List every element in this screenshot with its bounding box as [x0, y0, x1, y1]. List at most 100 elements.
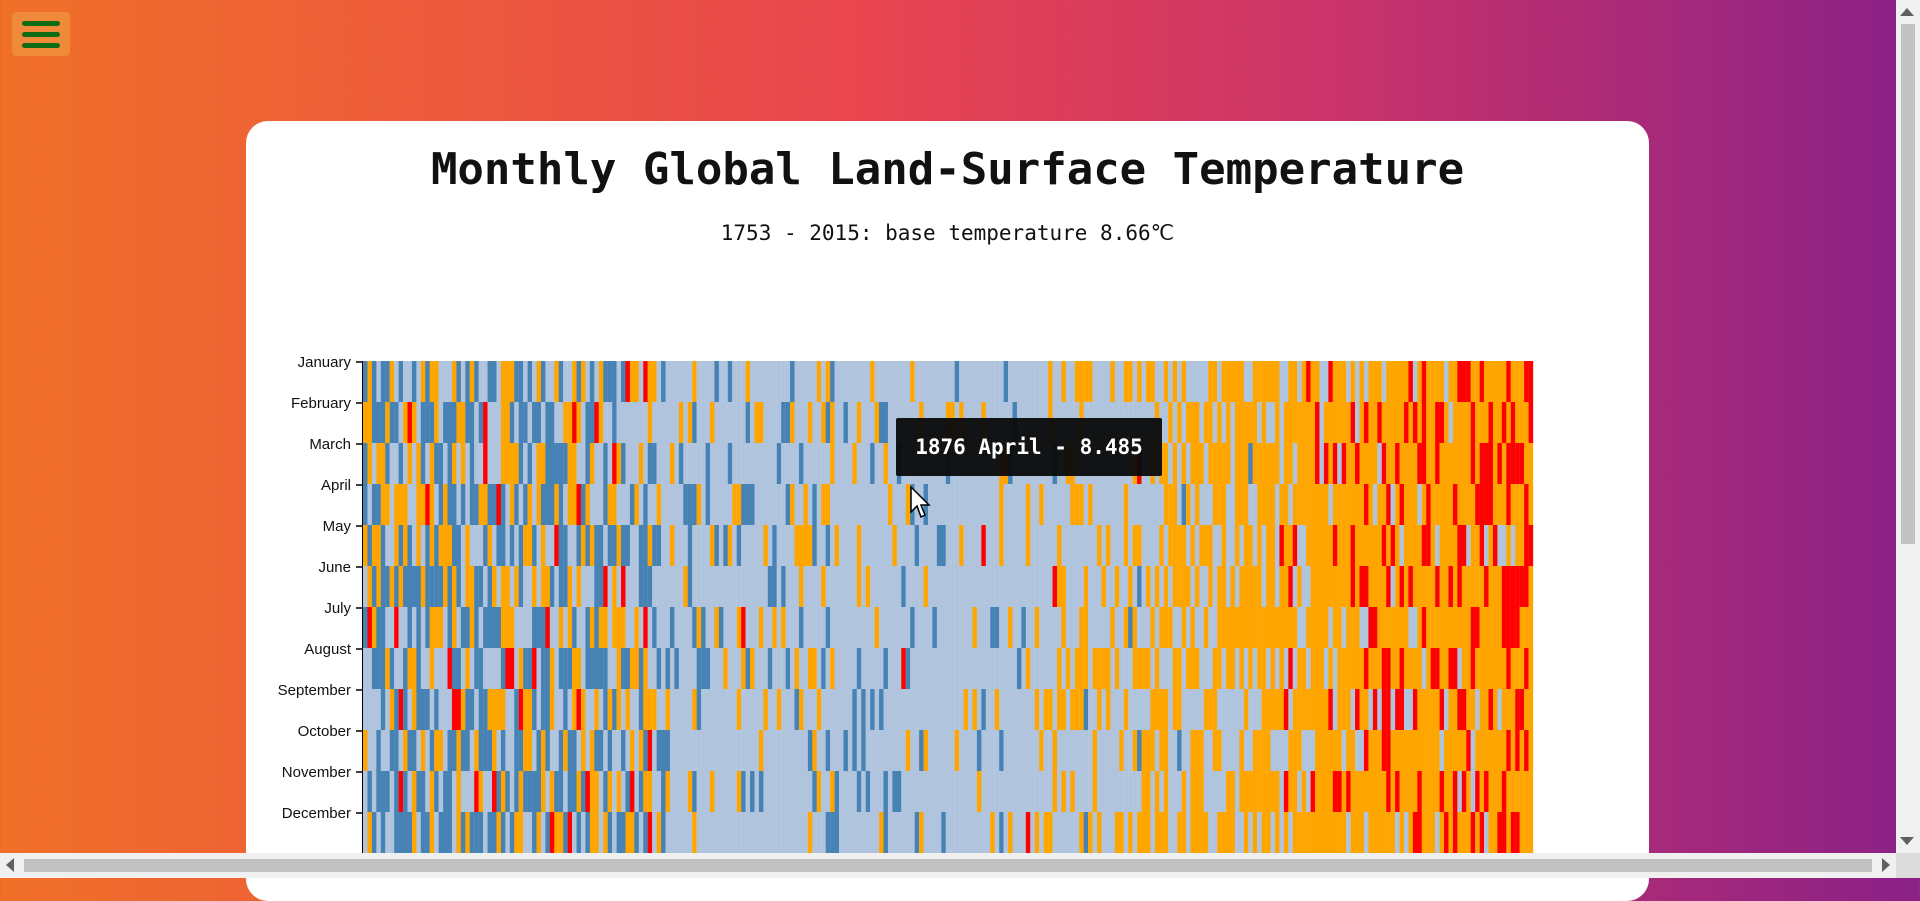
- heatmap-cell[interactable]: [772, 812, 777, 853]
- heatmap-cell[interactable]: [434, 607, 439, 648]
- heatmap-cell[interactable]: [1243, 566, 1249, 607]
- heatmap-cell[interactable]: [1332, 525, 1338, 566]
- heatmap-cell[interactable]: [629, 771, 635, 812]
- heatmap-cell[interactable]: [643, 689, 648, 730]
- heatmap-cell[interactable]: [843, 402, 849, 443]
- heatmap-cell[interactable]: [496, 771, 502, 812]
- heatmap-cell[interactable]: [870, 607, 875, 648]
- heatmap-cell[interactable]: [1372, 402, 1378, 443]
- heatmap-cell[interactable]: [1252, 607, 1258, 648]
- heatmap-cell[interactable]: [500, 443, 506, 484]
- heatmap-cell[interactable]: [1301, 566, 1307, 607]
- heatmap-cell[interactable]: [945, 771, 951, 812]
- heatmap-cell[interactable]: [621, 730, 626, 771]
- heatmap-cell[interactable]: [380, 443, 386, 484]
- heatmap-cell[interactable]: [1421, 484, 1427, 525]
- heatmap-cell[interactable]: [1332, 607, 1338, 648]
- heatmap-cell[interactable]: [1003, 525, 1009, 566]
- heatmap-cell[interactable]: [696, 607, 702, 648]
- heatmap-cell[interactable]: [1186, 771, 1191, 812]
- heatmap-cell[interactable]: [576, 402, 582, 443]
- heatmap-cell[interactable]: [678, 566, 684, 607]
- heatmap-cell[interactable]: [812, 771, 817, 812]
- heatmap-cell[interactable]: [883, 361, 889, 402]
- heatmap-cell[interactable]: [763, 566, 768, 607]
- heatmap-cell[interactable]: [1021, 689, 1026, 730]
- heatmap-cell[interactable]: [772, 771, 777, 812]
- heatmap-cell[interactable]: [1492, 484, 1498, 525]
- heatmap-cell[interactable]: [1012, 525, 1018, 566]
- heatmap-cell[interactable]: [1283, 689, 1289, 730]
- heatmap-cell[interactable]: [607, 566, 613, 607]
- heatmap-cell[interactable]: [612, 648, 617, 689]
- heatmap-cell[interactable]: [1372, 689, 1378, 730]
- heatmap-cell[interactable]: [523, 484, 528, 525]
- heatmap-cell[interactable]: [732, 402, 737, 443]
- heatmap-cell[interactable]: [638, 607, 644, 648]
- heatmap-cell[interactable]: [367, 812, 373, 853]
- heatmap-cell[interactable]: [834, 689, 840, 730]
- heatmap-cell[interactable]: [1448, 648, 1454, 689]
- heatmap-cell[interactable]: [643, 648, 648, 689]
- heatmap-cell[interactable]: [1301, 361, 1307, 402]
- heatmap-cell[interactable]: [394, 566, 399, 607]
- heatmap-cell[interactable]: [1430, 484, 1436, 525]
- heatmap-cell[interactable]: [856, 771, 862, 812]
- heatmap-cell[interactable]: [905, 771, 911, 812]
- heatmap-cell[interactable]: [861, 484, 866, 525]
- heatmap-cell[interactable]: [821, 607, 826, 648]
- heatmap-cell[interactable]: [434, 689, 439, 730]
- heatmap-cell[interactable]: [1492, 689, 1498, 730]
- heatmap-cell[interactable]: [1390, 689, 1396, 730]
- heatmap-cell[interactable]: [367, 771, 373, 812]
- heatmap-cell[interactable]: [585, 730, 591, 771]
- heatmap-cell[interactable]: [683, 566, 688, 607]
- heatmap-cell[interactable]: [416, 525, 421, 566]
- heatmap-cell[interactable]: [1279, 443, 1285, 484]
- heatmap-cell[interactable]: [1266, 525, 1271, 566]
- heatmap-cell[interactable]: [1194, 812, 1200, 853]
- heatmap-cell[interactable]: [1306, 689, 1311, 730]
- heatmap-cell[interactable]: [1524, 402, 1529, 443]
- heatmap-cell[interactable]: [990, 730, 995, 771]
- heatmap-cell[interactable]: [901, 771, 906, 812]
- heatmap-cell[interactable]: [1368, 361, 1373, 402]
- heatmap-cell[interactable]: [981, 730, 986, 771]
- heatmap-cell[interactable]: [1484, 689, 1489, 730]
- heatmap-cell[interactable]: [603, 525, 608, 566]
- heatmap-cell[interactable]: [683, 689, 688, 730]
- heatmap-cell[interactable]: [1212, 607, 1218, 648]
- heatmap-cell[interactable]: [910, 607, 915, 648]
- heatmap-cell[interactable]: [914, 607, 920, 648]
- heatmap-cell[interactable]: [492, 648, 497, 689]
- heatmap-cell[interactable]: [1008, 812, 1013, 853]
- heatmap-cell[interactable]: [1079, 525, 1084, 566]
- heatmap-cell[interactable]: [927, 443, 933, 484]
- heatmap-cell[interactable]: [1363, 607, 1369, 648]
- heatmap-cell[interactable]: [834, 361, 840, 402]
- heatmap-cell[interactable]: [1484, 730, 1489, 771]
- heatmap-cell[interactable]: [1421, 525, 1427, 566]
- heatmap-cell[interactable]: [1479, 607, 1485, 648]
- heatmap-cell[interactable]: [1137, 648, 1142, 689]
- heatmap-cell[interactable]: [843, 361, 849, 402]
- heatmap-cell[interactable]: [1194, 361, 1200, 402]
- heatmap-cell[interactable]: [1092, 771, 1098, 812]
- heatmap-cell[interactable]: [558, 648, 564, 689]
- heatmap-cell[interactable]: [852, 771, 857, 812]
- heatmap-cell[interactable]: [1234, 771, 1240, 812]
- heatmap-cell[interactable]: [1368, 525, 1373, 566]
- heatmap-cell[interactable]: [1426, 361, 1431, 402]
- heatmap-cell[interactable]: [1048, 812, 1053, 853]
- heatmap-cell[interactable]: [874, 525, 880, 566]
- heatmap-cell[interactable]: [1501, 402, 1507, 443]
- heatmap-cell[interactable]: [1519, 730, 1525, 771]
- heatmap-cell[interactable]: [1239, 648, 1244, 689]
- heatmap-cell[interactable]: [1368, 812, 1373, 853]
- heatmap-cell[interactable]: [549, 607, 555, 648]
- heatmap-cell[interactable]: [567, 484, 573, 525]
- heatmap-cell[interactable]: [1337, 689, 1342, 730]
- heatmap-cell[interactable]: [732, 812, 737, 853]
- heatmap-cell[interactable]: [1257, 402, 1262, 443]
- heatmap-cell[interactable]: [1199, 812, 1204, 853]
